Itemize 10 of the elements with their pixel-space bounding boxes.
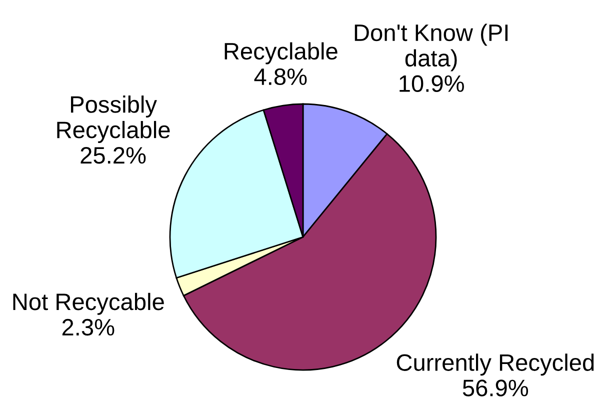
slice-label: Currently Recycled (396, 354, 594, 376)
slice-label: Recyclable (224, 42, 338, 64)
data-label: 10.9% (400, 75, 464, 92)
slice-label: Possibly Recyclable (57, 96, 170, 143)
data-label: 25.2% (80, 147, 146, 164)
slice-label: Don't Know (PI data) (354, 24, 508, 72)
data-label: 2.3% (62, 318, 114, 336)
data-label: 56.9% (462, 380, 528, 396)
data-label: 4.8% (254, 68, 307, 86)
slice-label: Not Recycable (13, 292, 164, 315)
